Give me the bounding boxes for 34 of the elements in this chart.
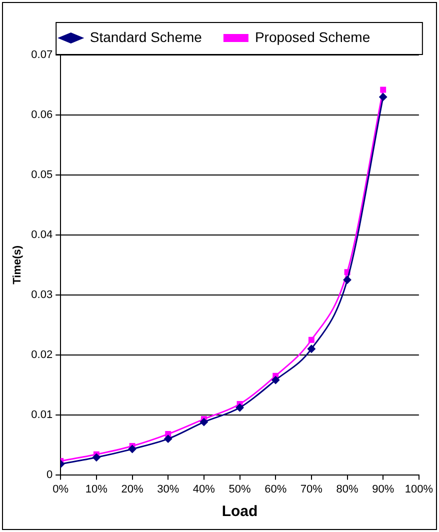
point — [307, 344, 316, 353]
x-tick-label: 0% — [52, 483, 69, 496]
point — [200, 418, 208, 426]
x-tick-label: 100% — [404, 483, 434, 496]
point — [128, 445, 136, 454]
x-tick-label: 80% — [336, 483, 358, 496]
y-tick-label: 0.05 — [31, 168, 53, 181]
y-tick-label: 0 — [46, 468, 53, 481]
y-tick-label: 0.01 — [31, 408, 53, 421]
point — [236, 404, 244, 412]
point — [92, 453, 100, 462]
point — [380, 86, 386, 93]
y-axis-title: Time(s) — [12, 245, 24, 284]
y-tick-label: 0.04 — [31, 228, 53, 241]
y-tick-label: 0.06 — [31, 109, 53, 122]
x-tick-label: 50% — [228, 483, 251, 496]
point — [308, 336, 314, 343]
x-tick-label: 20% — [121, 483, 144, 496]
point — [379, 92, 388, 101]
x-tick-label: 60% — [264, 483, 287, 496]
x-tick-label: 40% — [192, 483, 216, 496]
y-tick-label: 0.02 — [31, 348, 53, 361]
legend-label: Proposed Scheme — [254, 28, 370, 45]
x-tick-label: 70% — [300, 483, 323, 496]
point — [343, 276, 352, 284]
x-tick-label: 90% — [372, 483, 394, 496]
y-tick-label: 0.07 — [31, 49, 53, 62]
x-tick-label: 30% — [157, 483, 180, 496]
y-tick-label: 0.03 — [31, 288, 53, 301]
point — [164, 434, 172, 443]
point — [272, 376, 280, 384]
legend-label: Standard Scheme — [90, 28, 202, 45]
x-axis-title: Load — [222, 503, 258, 520]
x-tick-label: 10% — [85, 483, 108, 496]
